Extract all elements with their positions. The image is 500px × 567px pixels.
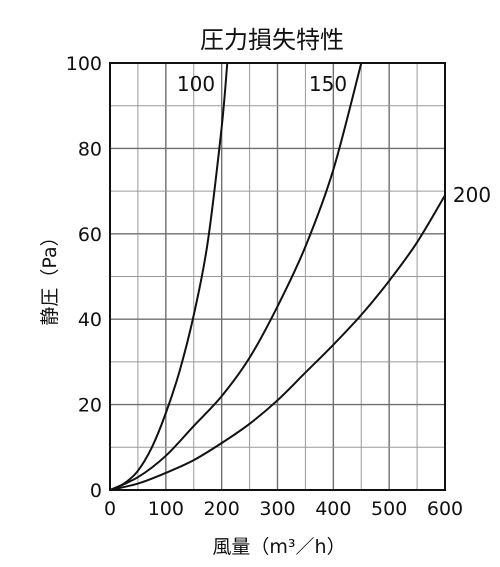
x-tick-label: 500 [371,498,407,520]
series-curve-150 [109,62,363,491]
y-tick-label: 40 [78,309,102,331]
y-tick-labels: 0 20 40 60 80 100 [66,53,102,502]
x-tick-label: 600 [427,498,463,520]
series-labels: 100 150 200 [177,72,491,207]
chart-series [109,62,446,491]
series-label-100: 100 [177,72,215,96]
x-tick-label: 300 [259,498,295,520]
y-tick-label: 60 [78,224,102,246]
x-tick-label: 0 [104,498,116,520]
x-tick-label: 400 [315,498,351,520]
chart-title: 圧力損失特性 [200,26,344,54]
y-tick-label: 80 [78,138,102,160]
x-axis-label: 風量（m³／h） [212,536,345,558]
y-tick-label: 20 [78,395,102,417]
series-label-200: 200 [453,183,491,207]
series-curve-100 [109,62,229,491]
x-tick-label: 200 [204,498,240,520]
y-tick-label: 100 [66,53,102,75]
series-label-150: 150 [309,72,347,96]
plot-frame [109,62,446,491]
x-tick-labels: 0 100 200 300 400 500 600 [104,498,463,520]
y-tick-label: 0 [90,480,102,502]
x-tick-label: 100 [148,498,184,520]
y-axis-label: 静圧（Pa） [39,227,61,325]
series-curve-200 [109,194,446,491]
